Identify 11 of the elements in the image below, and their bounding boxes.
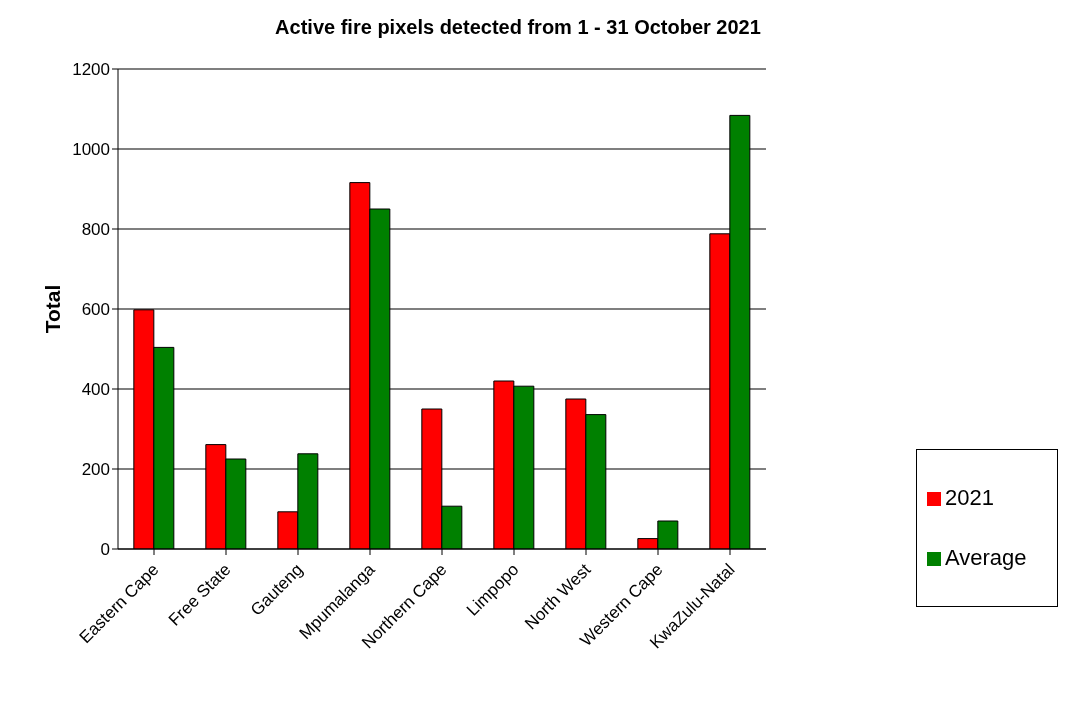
y-tick-label: 600 <box>81 300 110 320</box>
y-tick-label: 200 <box>81 460 110 480</box>
legend-label: Average <box>945 545 1027 570</box>
y-tick-label: 1000 <box>72 140 110 160</box>
y-tick-label: 800 <box>81 220 110 240</box>
y-tick-label: 1200 <box>72 60 110 80</box>
y-axis-title: Total <box>41 284 65 334</box>
y-tick-label: 400 <box>81 380 110 400</box>
y-tick-label: 0 <box>100 540 110 560</box>
chart-title: Active fire pixels detected from 1 - 31 October 2021 <box>274 15 762 39</box>
legend-label: 2021 <box>945 485 994 510</box>
